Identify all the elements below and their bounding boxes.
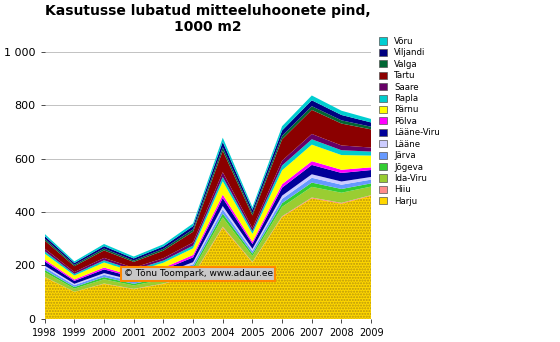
Text: © Tõnu Toompark, www.adaur.ee: © Tõnu Toompark, www.adaur.ee [124, 269, 273, 278]
Title: Kasutusse lubatud mitteeluhoonete pind,
1000 m2: Kasutusse lubatud mitteeluhoonete pind, … [45, 4, 371, 34]
Legend: Võru, Viljandi, Valga, Tartu, Saare, Rapla, Pärnu, Põlva, Lääne-Viru, Lääne, Jär: Võru, Viljandi, Valga, Tartu, Saare, Rap… [379, 37, 440, 206]
